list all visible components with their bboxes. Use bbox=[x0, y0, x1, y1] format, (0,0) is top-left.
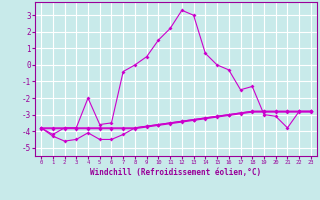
X-axis label: Windchill (Refroidissement éolien,°C): Windchill (Refroidissement éolien,°C) bbox=[91, 168, 261, 177]
